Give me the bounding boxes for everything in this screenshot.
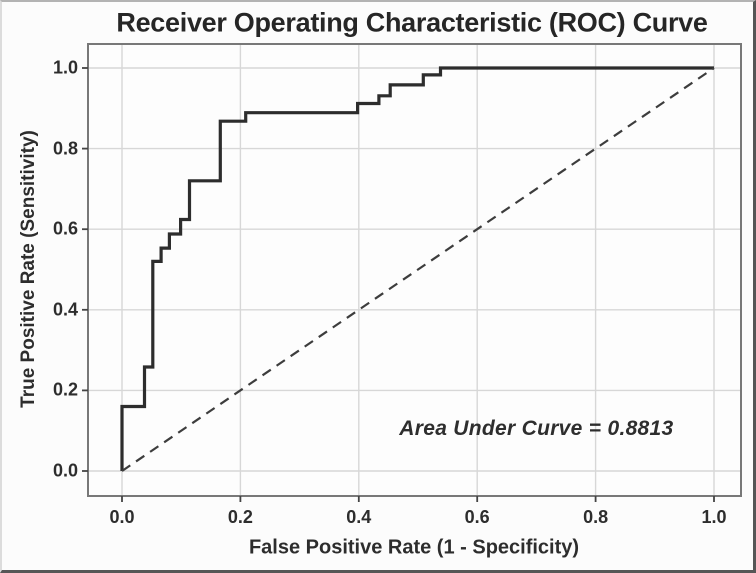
x-axis-label: False Positive Rate (1 - Specificity) — [248, 536, 580, 559]
x-tick-label: 0.6 — [464, 507, 490, 527]
y-axis-label: True Positive Rate (Sensitivity) — [18, 130, 39, 408]
plot-border — [87, 43, 742, 497]
auc-annotation: Area Under Curve = 0.8813 — [399, 416, 674, 440]
y-tick-label: 0.2 — [52, 379, 78, 400]
chance-diagonal-line — [121, 67, 715, 472]
x-tick-label: 0.8 — [583, 507, 609, 527]
y-tick-label: 0.0 — [52, 460, 78, 481]
y-tick-label: 1.0 — [52, 57, 78, 78]
x-tick-label: 0.4 — [346, 507, 372, 527]
x-tick-label: 1.0 — [701, 507, 727, 527]
y-tick-label: 0.4 — [52, 299, 78, 320]
chart-title: Receiver Operating Characteristic (ROC) … — [116, 7, 708, 38]
y-tick-label: 0.6 — [52, 218, 78, 239]
y-tick-label: 0.8 — [52, 138, 78, 159]
x-tick-label: 0.2 — [227, 507, 253, 527]
x-tick-label: 0.0 — [109, 507, 135, 527]
roc-curve-line — [120, 66, 714, 471]
